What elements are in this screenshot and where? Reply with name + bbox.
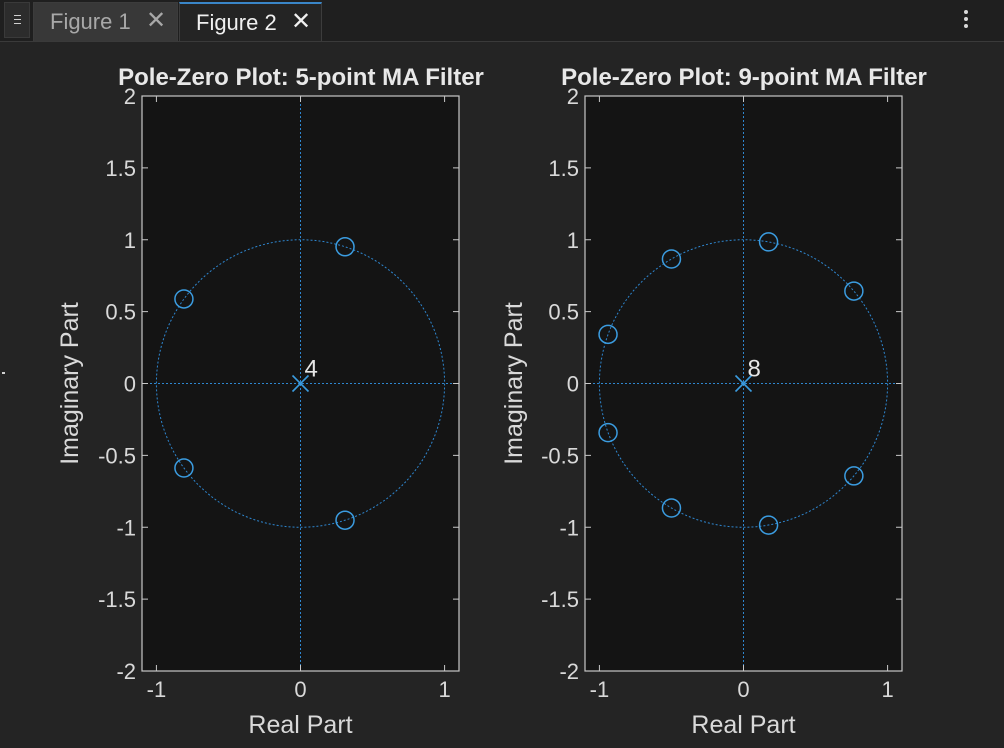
unit-circle <box>598 239 889 528</box>
zero-marker <box>758 232 779 252</box>
y-tick-label: -1 <box>559 515 579 540</box>
y-tick-label: 2 <box>567 84 579 109</box>
y-tick-label: 0.5 <box>105 300 136 325</box>
chart-2: -2 -1.5 -1 -0.5 0 0.5 1 1.5 2 -1 0 1 8 Pole-Zero Plot… <box>500 64 927 739</box>
pole-multiplicity-label: 4 <box>305 356 318 383</box>
y-tick-label: 1.5 <box>105 156 136 181</box>
pole-marker <box>734 374 753 393</box>
zero-marker <box>335 510 355 530</box>
y-tick-label: -2 <box>116 659 136 684</box>
y-tick-label: 0.5 <box>548 300 579 325</box>
y-tick-label: 0 <box>124 372 136 397</box>
vertical-ellipsis-icon[interactable] <box>956 6 976 32</box>
chart-title: Pole-Zero Plot: 9-point MA Filter <box>561 64 927 91</box>
zero-marker <box>844 281 864 301</box>
zero-marker <box>335 237 355 257</box>
tab-figure-2[interactable]: Figure 2 ✕ <box>179 2 322 41</box>
chart-1: -2 -1.5 -1 -0.5 0 0.5 1 1.5 2 -1 0 1 4 Pole-Zero Plot… <box>56 64 484 739</box>
tab-bar: Figure 1 ✕ Figure 2 ✕ <box>0 0 1004 42</box>
x-tick-label: 1 <box>881 677 893 702</box>
zero-marker <box>758 515 779 535</box>
zero-marker <box>661 498 682 518</box>
pole-marker <box>291 374 310 393</box>
x-axis-label: Real Part <box>248 711 352 739</box>
y-tick-label: -0.5 <box>98 443 136 468</box>
y-tick-label: 0 <box>567 372 579 397</box>
tab-figure-1[interactable]: Figure 1 ✕ <box>33 2 178 41</box>
x-tick-label: 1 <box>438 677 450 702</box>
figure-canvas: -2 -1.5 -1 -0.5 0 0.5 1 1.5 2 -1 0 1 4 Pole-Zero Plot… <box>56 64 927 739</box>
y-tick-label: 1 <box>124 228 136 253</box>
x-axis-label: Real Part <box>691 711 795 739</box>
pole-multiplicity-label: 8 <box>748 356 761 383</box>
hamburger-menu-icon[interactable] <box>4 2 30 38</box>
y-tick-label: -1.5 <box>98 587 136 612</box>
close-icon[interactable]: ✕ <box>146 7 167 34</box>
y-tick-label: -1 <box>116 515 136 540</box>
tab-label: Figure 2 <box>196 10 277 35</box>
y-tick-label: 1 <box>567 228 579 253</box>
zero-marker <box>174 458 194 478</box>
zero-marker <box>598 324 618 345</box>
zero-marker <box>598 422 618 443</box>
pole-marker-stroke <box>734 374 753 393</box>
y-tick-label: 2 <box>124 84 136 109</box>
y-tick-label: 1.5 <box>548 156 579 181</box>
chart-title: Pole-Zero Plot: 5-point MA Filter <box>118 64 484 91</box>
y-tick-label: -2 <box>559 659 579 684</box>
y-axis-label: Imaginary Part <box>56 302 84 465</box>
x-tick-label: 0 <box>294 677 306 702</box>
close-icon[interactable]: ✕ <box>291 8 312 35</box>
tab-label: Figure 1 <box>50 9 131 34</box>
y-tick-label: -0.5 <box>541 443 579 468</box>
x-tick-label: -1 <box>590 677 610 702</box>
pole-marker-stroke <box>291 374 310 393</box>
zero-marker <box>844 466 864 486</box>
zero-marker <box>174 289 194 309</box>
x-tick-label: 0 <box>737 677 749 702</box>
y-tick-label: -1.5 <box>541 587 579 612</box>
y-axis-label: Imaginary Part <box>500 302 528 465</box>
x-tick-label: -1 <box>147 677 167 702</box>
zero-marker <box>661 249 682 269</box>
unit-circle <box>155 239 446 528</box>
splitter-handle[interactable] <box>2 372 5 374</box>
